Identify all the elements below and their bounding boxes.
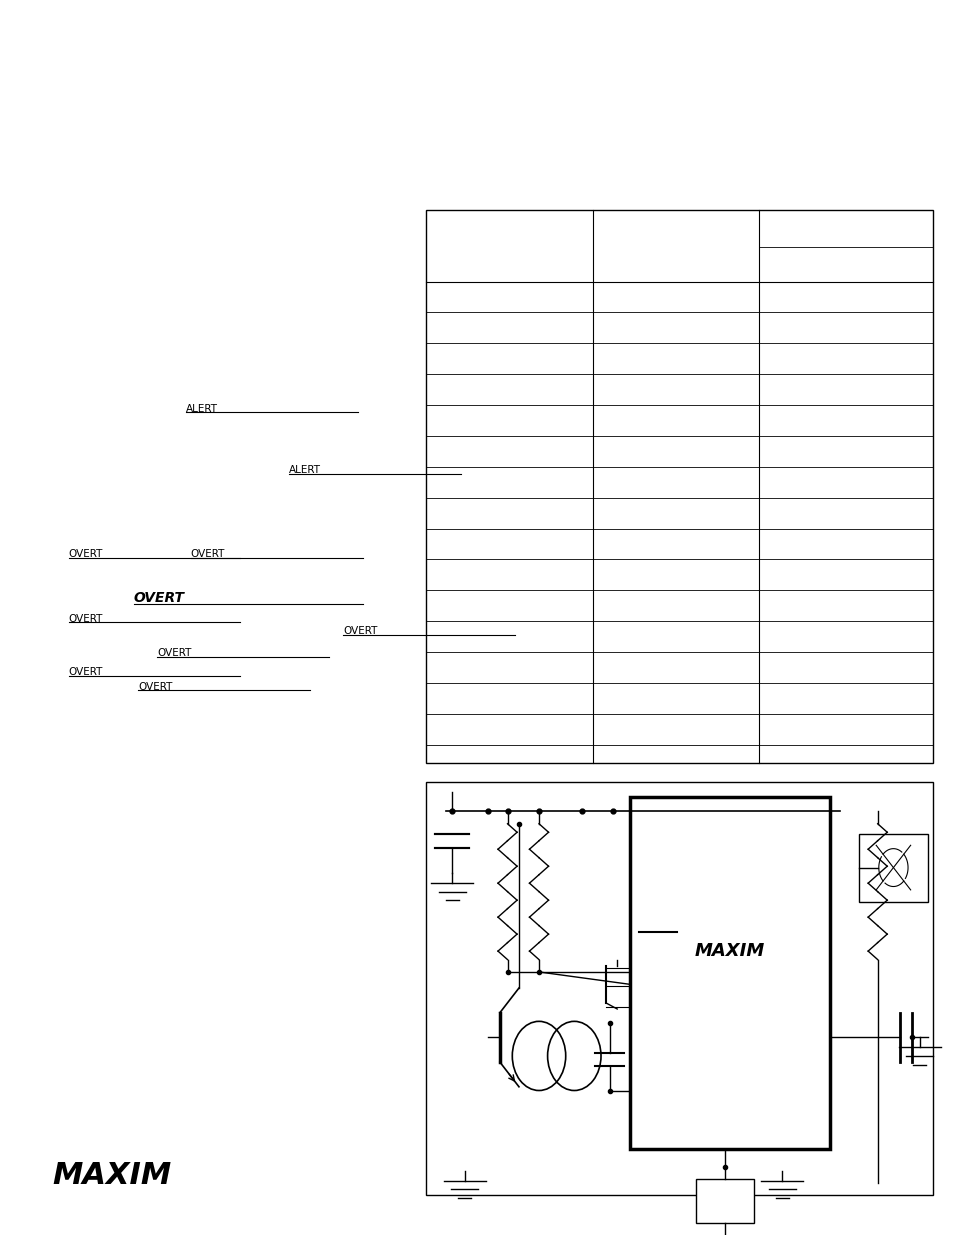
Text: OVERT: OVERT: [343, 626, 377, 636]
Bar: [629, 797, 829, 1149]
Bar: [426, 210, 932, 763]
Text: OVERT: OVERT: [69, 550, 103, 559]
Text: MAXIM: MAXIM: [52, 1161, 172, 1191]
Text: ALERT: ALERT: [289, 466, 321, 475]
Text: MAXIM: MAXIM: [694, 942, 764, 960]
Bar: [426, 782, 932, 1195]
Text: OVERT: OVERT: [191, 550, 225, 559]
Text: OVERT: OVERT: [133, 592, 184, 605]
Text: OVERT: OVERT: [138, 682, 172, 692]
Bar: [696, 1179, 753, 1223]
Text: OVERT: OVERT: [157, 648, 192, 658]
Bar: [858, 834, 927, 902]
Text: OVERT: OVERT: [69, 667, 103, 677]
Text: OVERT: OVERT: [69, 614, 103, 624]
Text: ALERT: ALERT: [186, 404, 218, 414]
